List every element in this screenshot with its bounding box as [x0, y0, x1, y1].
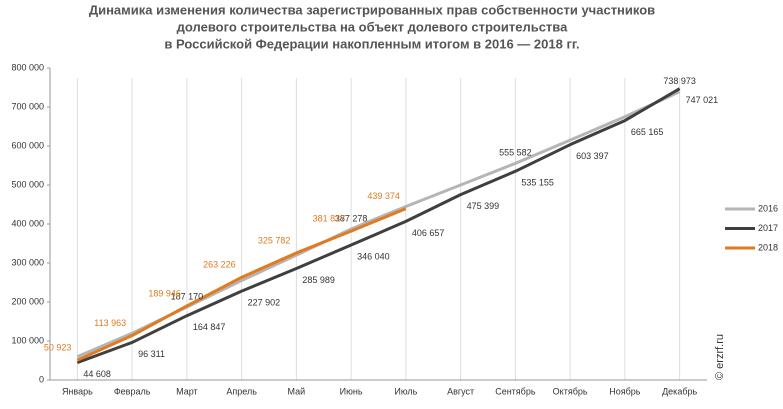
data-label: 555 582 — [499, 148, 532, 158]
y-tick-label: 400 000 — [11, 218, 44, 228]
data-label: 603 397 — [576, 151, 609, 161]
x-tick-label: Август — [447, 386, 474, 396]
x-tick-label: Апрель — [226, 386, 257, 396]
x-tick-label: Ноябрь — [609, 386, 641, 396]
watermark: © erzrf.ru — [714, 334, 726, 380]
y-tick-label: 700 000 — [11, 101, 44, 111]
series-line — [76, 87, 681, 365]
data-label: 346 040 — [357, 251, 390, 261]
y-tick-label: 600 000 — [11, 140, 44, 150]
data-label: 189 946 — [148, 288, 181, 298]
legend-label: 2016 — [758, 203, 778, 213]
x-tick-label: Май — [288, 386, 306, 396]
data-label: 406 657 — [412, 228, 445, 238]
x-tick-label: Июнь — [340, 386, 363, 396]
y-tick-label: 300 000 — [11, 257, 44, 267]
x-tick-label: Февраль — [114, 386, 151, 396]
data-label: 665 165 — [631, 127, 664, 137]
chart-title: Динамика изменения количества зарегистри… — [89, 2, 655, 17]
x-tick-label: Декабрь — [662, 386, 697, 396]
x-tick-label: Июль — [394, 386, 417, 396]
y-tick-label: 800 000 — [11, 62, 44, 72]
data-label: 381 817 — [313, 213, 346, 223]
y-tick-label: 100 000 — [11, 335, 44, 345]
data-label: 747 021 — [686, 95, 719, 105]
data-label: 325 782 — [258, 235, 291, 245]
legend-label: 2018 — [758, 242, 778, 252]
y-tick-label: 0 — [39, 374, 44, 384]
series-line — [76, 207, 407, 362]
data-label: 475 399 — [467, 201, 500, 211]
data-label: 285 989 — [302, 275, 335, 285]
data-label: 50 923 — [44, 343, 72, 353]
chart-title: долевого строительства на объект долевог… — [177, 19, 568, 34]
data-label: 439 374 — [367, 191, 400, 201]
y-tick-label: 500 000 — [11, 179, 44, 189]
data-label: 44 608 — [83, 369, 111, 379]
data-label: 96 311 — [138, 349, 165, 359]
data-label: 738 973 — [663, 76, 696, 86]
data-label: 535 155 — [521, 178, 554, 188]
data-label: 113 963 — [94, 318, 126, 328]
y-tick-label: 200 000 — [11, 296, 44, 306]
data-label: 263 226 — [203, 260, 236, 270]
chart-title: в Российской Федерации накопленным итого… — [164, 36, 579, 51]
x-tick-label: Январь — [62, 386, 93, 396]
data-label: 387 278 — [335, 213, 368, 223]
data-label: 227 902 — [248, 297, 281, 307]
data-label: 187 170 — [171, 291, 204, 301]
legend-label: 2017 — [758, 223, 778, 233]
x-tick-label: Сентябрь — [495, 386, 536, 396]
x-tick-label: Октябрь — [553, 386, 588, 396]
x-tick-label: Март — [176, 386, 198, 396]
data-label: 164 847 — [193, 322, 226, 332]
